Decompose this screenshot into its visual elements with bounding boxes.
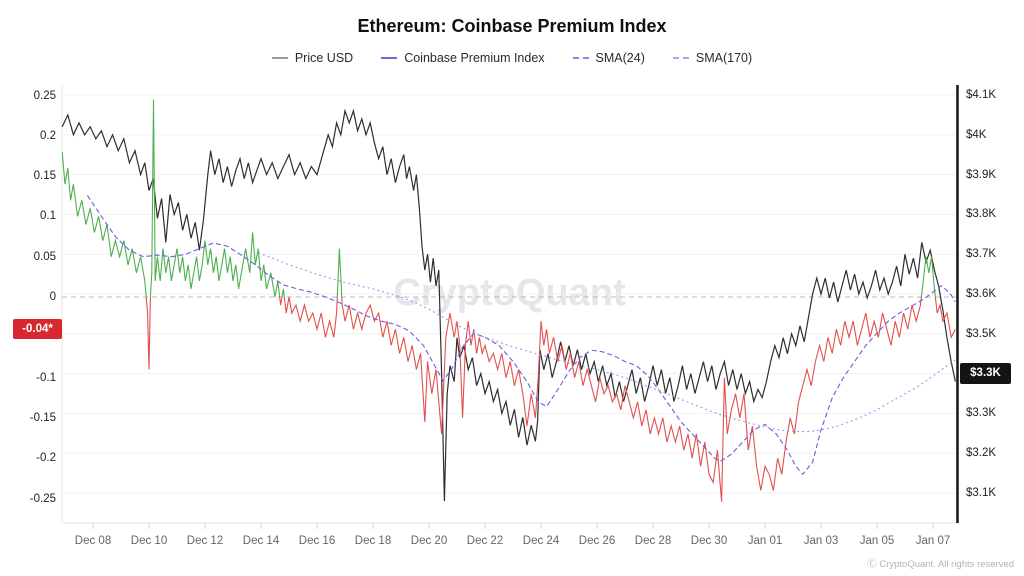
left-axis-tick: -0.15 [29, 411, 56, 424]
right-axis-tick: $3.7K [966, 248, 997, 261]
left-axis-tick: 0.1 [40, 210, 56, 223]
x-axis-tick: Dec 30 [690, 535, 728, 547]
left-axis-tick: -0.25 [29, 492, 56, 505]
left-axis-tick: 0.2 [40, 129, 56, 142]
x-axis-tick: Jan 01 [747, 535, 783, 547]
x-axis-tick: Dec 18 [354, 535, 392, 547]
legend-swatch [381, 57, 398, 59]
legend-swatch [271, 57, 288, 59]
latest-price-badge: $3.3K [960, 363, 1011, 385]
left-axis-tick: 0 [49, 291, 56, 303]
legend-swatch [672, 57, 689, 59]
right-axis-tick: $3.3K [966, 407, 997, 420]
x-axis-tick: Jan 05 [859, 535, 895, 547]
right-axis-tick: $3.6K [966, 288, 997, 300]
x-axis-tick: Jan 07 [915, 535, 951, 547]
legend-label: Coinbase Premium Index [404, 51, 545, 65]
legend-item-sma-24-[interactable]: SMA(24) [572, 51, 645, 65]
legend-item-sma-170-[interactable]: SMA(170) [672, 51, 753, 65]
copyright-note: Ⓒ CryptoQuant. All rights reserved [867, 559, 1014, 570]
x-axis-tick: Jan 03 [803, 535, 839, 547]
legend-item-price-usd[interactable]: Price USD [271, 51, 354, 65]
cryptoquant-watermark: CryptoQuant [393, 272, 626, 314]
right-axis-tick: $3.8K [966, 208, 997, 221]
x-axis-tick: Dec 14 [242, 535, 280, 547]
x-axis-tick: Dec 28 [634, 535, 672, 547]
x-axis-tick: Dec 08 [74, 535, 112, 547]
legend: Price USD Coinbase Premium Index SMA(24) SM… [0, 51, 1024, 65]
left-axis-tick: 0.05 [33, 250, 56, 263]
right-axis-tick: $3.2K [966, 447, 997, 460]
x-axis-tick: Dec 12 [186, 535, 224, 547]
left-axis-tick: -0.2 [36, 452, 56, 465]
right-axis-tick: $4.1K [966, 89, 997, 101]
x-axis-tick: Dec 16 [298, 535, 336, 547]
chart-title: Ethereum: Coinbase Premium Index [357, 16, 667, 36]
left-axis-tick: -0.1 [36, 371, 56, 384]
x-axis-tick: Dec 26 [578, 535, 616, 547]
legend-item-coinbase-premium-index[interactable]: Coinbase Premium Index [381, 51, 545, 65]
legend-label: Price USD [294, 51, 354, 65]
x-axis-tick: Dec 10 [130, 535, 168, 547]
latest-premium-badge: -0.04* [13, 319, 62, 340]
right-axis-tick: $3.1K [966, 487, 997, 499]
legend-label: SMA(170) [695, 51, 753, 65]
left-axis-tick: 0.25 [33, 89, 56, 102]
legend-label: SMA(24) [595, 51, 645, 65]
legend-swatch [572, 57, 589, 59]
right-axis-tick: $4K [966, 128, 987, 141]
x-axis-tick: Dec 24 [522, 535, 560, 547]
right-axis-tick: $3.5K [966, 327, 997, 340]
left-axis-tick: 0.15 [33, 170, 56, 183]
right-axis-tick: $3.9K [966, 168, 997, 181]
x-axis-tick: Dec 22 [466, 535, 504, 547]
x-axis-tick: Dec 20 [410, 535, 448, 547]
